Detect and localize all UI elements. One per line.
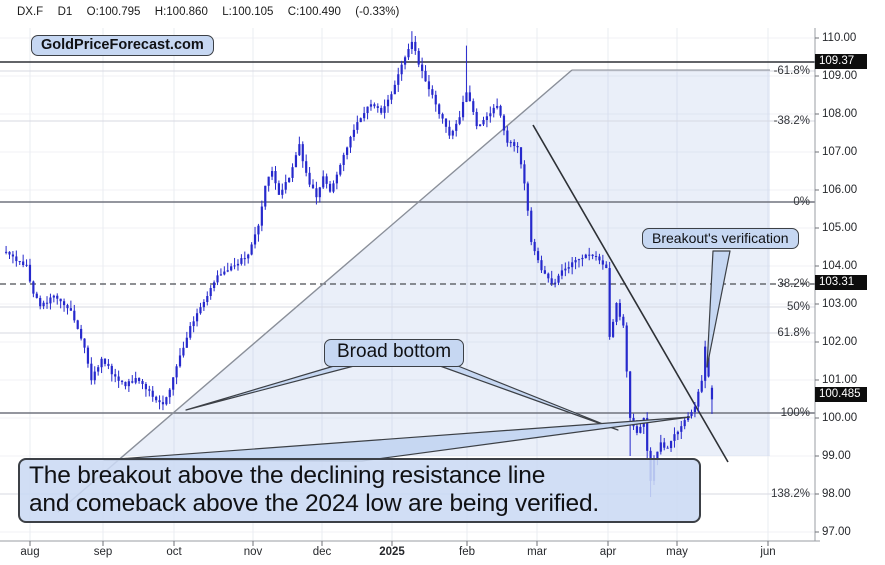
price-axis-label: 108.00 bbox=[822, 107, 858, 120]
price-axis-label: 104.00 bbox=[822, 259, 858, 272]
fib-level-label: -61.8% bbox=[773, 64, 810, 77]
price-tag: 103.31 bbox=[815, 275, 867, 290]
goldpriceforecast-watermark: GoldPriceForecast.com bbox=[31, 35, 214, 56]
breakout-verification-callout[interactable]: Breakout's verification bbox=[642, 228, 799, 249]
fib-level-label: 138.2% bbox=[770, 487, 810, 500]
price-axis-label: 105.00 bbox=[822, 221, 858, 234]
month-axis-label: feb bbox=[459, 546, 475, 558]
month-axis-label: apr bbox=[599, 546, 617, 558]
fib-level-label: 0% bbox=[793, 195, 810, 208]
month-axis-label: jun bbox=[760, 546, 776, 558]
price-axis-label: 102.00 bbox=[822, 335, 858, 348]
declining-resistance-line bbox=[532, 124, 729, 463]
price-axis-label: 110.00 bbox=[822, 31, 857, 44]
month-axis-label: aug bbox=[20, 546, 40, 558]
month-axis-label: 2025 bbox=[379, 546, 405, 558]
price-tag: 100.485 bbox=[815, 387, 867, 402]
fib-level-label: 50% bbox=[786, 300, 810, 313]
month-axis-label: oct bbox=[166, 546, 182, 558]
price-axis-label: 106.00 bbox=[822, 183, 858, 196]
price-axis-label: 97.00 bbox=[822, 525, 851, 538]
price-axis-label: 98.00 bbox=[822, 487, 851, 500]
price-tag: 109.37 bbox=[815, 54, 867, 69]
rising-channel-fill bbox=[58, 70, 770, 512]
fib-level-label: 100% bbox=[780, 406, 810, 419]
month-axis-label: sep bbox=[93, 546, 113, 558]
fib-level-label: -38.2% bbox=[773, 114, 810, 127]
price-axis-label: 107.00 bbox=[822, 145, 858, 158]
analysis-message-line1: The breakout above the declining resista… bbox=[29, 462, 546, 489]
analysis-message-box[interactable]: The breakout above the declining resista… bbox=[18, 458, 701, 523]
fib-level-label: 61.8% bbox=[777, 326, 810, 339]
breakout-verification-tail bbox=[706, 250, 731, 368]
price-axis-label: 100.00 bbox=[822, 411, 858, 424]
price-axis-label: 109.00 bbox=[822, 69, 858, 82]
month-axis-label: mar bbox=[527, 546, 547, 558]
broad-bottom-callout[interactable]: Broad bottom bbox=[324, 339, 465, 367]
price-axis-label: 103.00 bbox=[822, 297, 858, 310]
month-axis-label: dec bbox=[312, 546, 332, 558]
rising-support-line bbox=[57, 69, 573, 513]
analysis-message-line2: and comeback above the 2024 low are bein… bbox=[29, 490, 600, 517]
ohlc-readout: DX.F D1 O:100.795 H:100.860 L:100.105 C:… bbox=[17, 6, 400, 18]
month-axis-label: nov bbox=[243, 546, 263, 558]
month-axis-label: may bbox=[666, 546, 688, 558]
price-axis-label: 101.00 bbox=[822, 373, 858, 386]
price-axis-label: 99.00 bbox=[822, 449, 851, 462]
candlestick-series bbox=[5, 31, 714, 498]
fib-level-label: 38.2% bbox=[777, 277, 810, 290]
